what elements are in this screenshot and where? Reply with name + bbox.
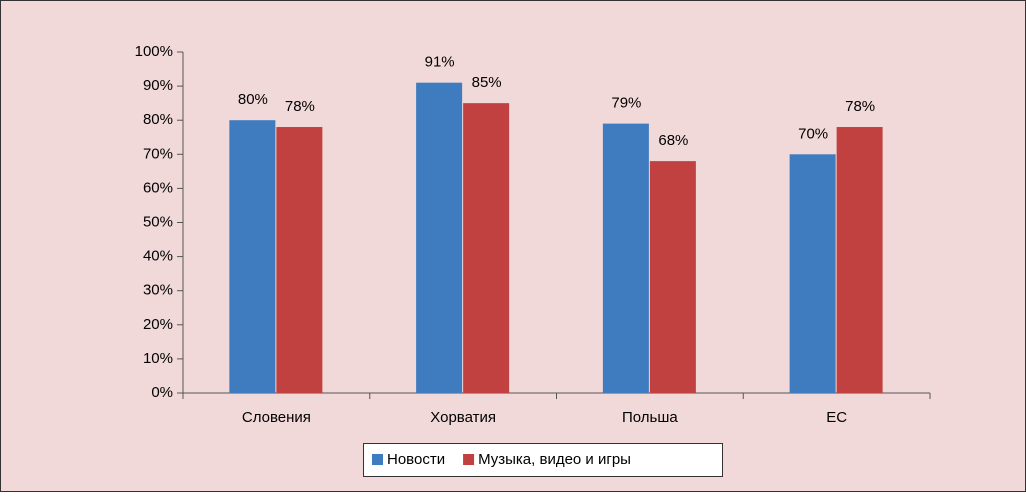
bar [602,123,649,394]
x-tick-label: Хорватия [430,409,496,426]
legend-swatch [372,454,383,465]
y-tick-label: 60% [143,179,173,196]
x-tick-label: ЕС [826,409,847,426]
y-tick-label: 50% [143,213,173,230]
legend-label: Новости [387,451,445,468]
value-label: 70% [798,125,828,142]
y-tick-label: 70% [143,145,173,162]
value-label: 68% [658,132,688,149]
value-label: 80% [238,91,268,108]
y-tick-label: 20% [143,316,173,333]
bar [416,82,463,393]
bar [463,103,510,394]
value-label: 78% [845,98,875,115]
legend [363,443,723,477]
y-tick-label: 100% [135,43,173,60]
bar [229,120,276,393]
x-tick-label: Словения [242,409,311,426]
y-tick-label: 0% [151,384,173,401]
bar [276,127,323,394]
bar [649,161,696,393]
y-tick-label: 80% [143,111,173,128]
legend-label: Музыка, видео и игры [478,451,631,468]
x-tick-label: Польша [622,409,678,426]
value-label: 91% [425,54,455,71]
legend-swatch [463,454,475,465]
bar [789,154,836,393]
value-label: 79% [611,95,641,112]
y-tick-label: 90% [143,77,173,94]
y-tick-label: 40% [143,248,173,265]
value-label: 85% [472,74,502,91]
y-tick-label: 30% [143,282,173,299]
y-tick-label: 10% [143,350,173,367]
bar [836,127,883,394]
value-label: 78% [285,98,315,115]
